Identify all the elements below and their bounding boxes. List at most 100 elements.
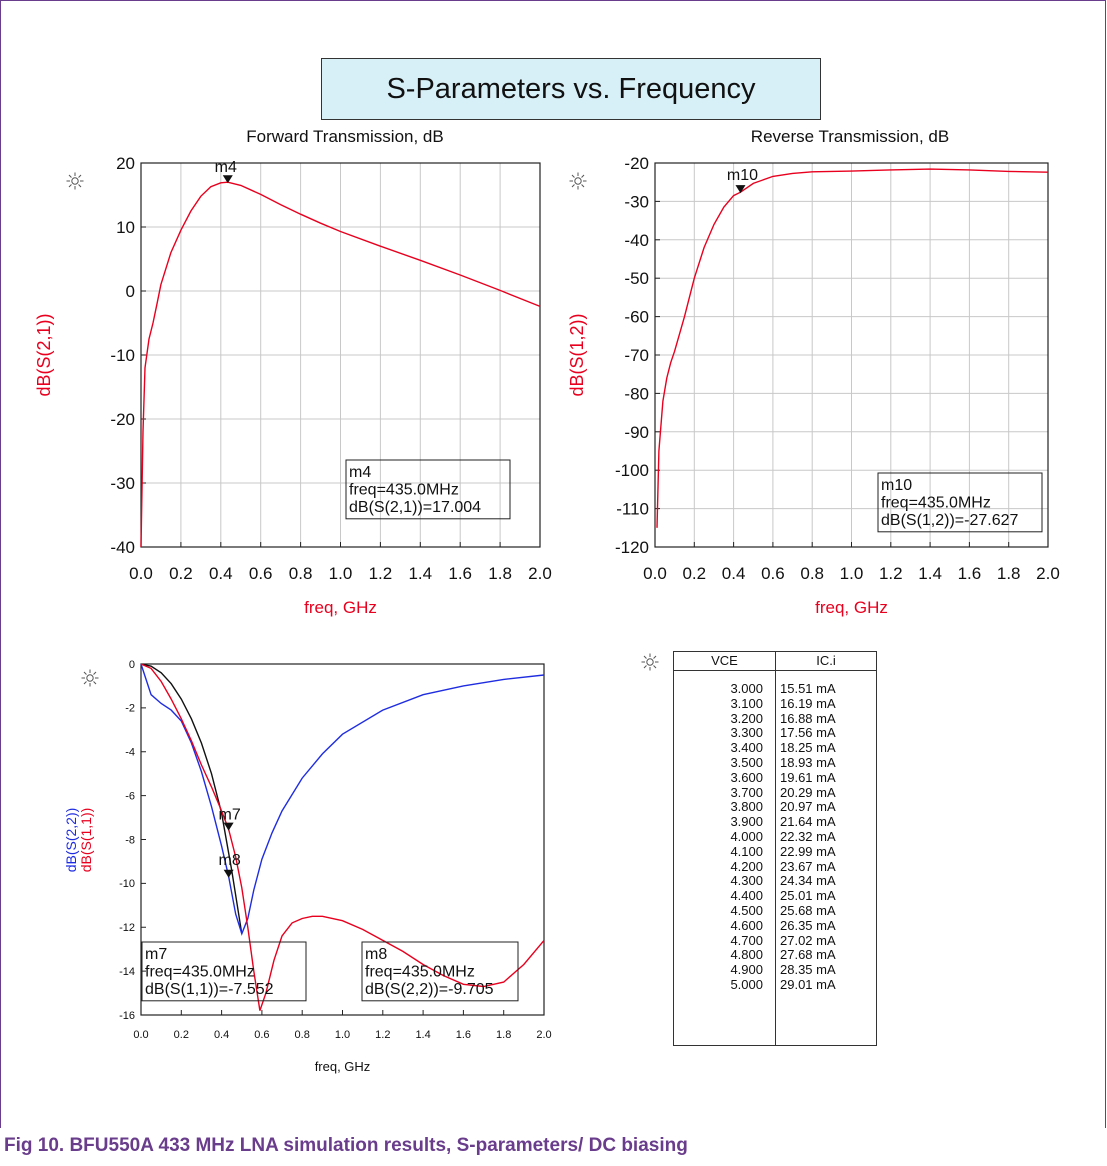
marker-triangle (223, 822, 234, 831)
y-tick-label: -10 (119, 878, 135, 890)
y-tick-label: -90 (624, 423, 649, 442)
marker-readout-m4 (345, 459, 511, 520)
y-tick-label: -30 (624, 192, 649, 211)
y-tick-label: -6 (125, 790, 135, 802)
table-row: 3.000 15.51 mA (674, 681, 876, 697)
y-tick-label: 0 (129, 659, 135, 671)
y-tick-label: -2 (125, 703, 135, 715)
ic-value: 29.01 mA (780, 976, 836, 992)
marker-readout-line: dB(S(2,2))=-9.705 (365, 981, 494, 998)
table-row: 4.900 28.35 mA (674, 962, 876, 978)
y-tick-label: 20 (116, 154, 135, 173)
x-tick-label: 0.0 (643, 564, 667, 583)
dc-bias-table: VCE IC.i 3.000 15.51 mA 3.100 16.19 mA 3.200… (673, 651, 877, 1046)
marker-label-m7: m7 (219, 807, 241, 824)
y-tick-label: -20 (110, 410, 135, 429)
vce-value: 4.900 (730, 962, 763, 978)
ic-value: 17.56 mA (780, 725, 836, 741)
table-row: 4.000 22.32 mA (674, 828, 876, 845)
ic-value: 18.93 mA (780, 754, 836, 770)
marker-readout-line: freq=435.0MHz (349, 482, 459, 499)
table-row: 3.800 20.97 mA (674, 800, 876, 815)
marker-readout-line: freq=435.0MHz (145, 964, 255, 981)
table-row: 3.500 18.93 mA (674, 754, 876, 771)
ic-value: 23.67 mA (780, 858, 836, 874)
marker-readout-m7 (141, 941, 307, 1002)
vce-value: 3.500 (730, 754, 763, 770)
vce-value: 4.200 (730, 858, 763, 874)
ic-value: 25.01 mA (780, 888, 836, 904)
x-tick-label: 0.2 (174, 1029, 189, 1041)
x-tick-label: 1.2 (375, 1029, 390, 1041)
marker-readout-line: m7 (145, 946, 167, 963)
x-tick-label: 0.6 (254, 1029, 269, 1041)
x-tick-label: 0.8 (289, 564, 313, 583)
vce-value: 3.900 (730, 814, 763, 830)
table-divider (775, 652, 776, 1045)
vce-value: 3.600 (730, 769, 763, 785)
x-tick-label: 1.8 (488, 564, 512, 583)
vce-value: 4.000 (730, 828, 763, 844)
ic-value: 21.64 mA (780, 814, 836, 830)
chart-title-forward: Forward Transmission, dB (246, 127, 444, 146)
figure-title: S-Parameters vs. Frequency (321, 58, 821, 120)
y-tick-label: -50 (624, 269, 649, 288)
x-tick-label: 0.8 (800, 564, 824, 583)
plot-frame (140, 663, 545, 1016)
column-header-vce: VCE (711, 653, 738, 668)
y-tick-label: -120 (615, 538, 649, 557)
x-tick-label: 1.6 (448, 564, 472, 583)
x-axis-label: freq, GHz (315, 1059, 371, 1074)
y-tick-label: -10 (110, 346, 135, 365)
vce-value: 4.700 (730, 932, 763, 948)
ic-value: 16.88 mA (780, 710, 836, 726)
table-row: 4.200 23.67 mA (674, 858, 876, 875)
x-tick-label: 2.0 (536, 1029, 551, 1041)
series-line-s21 (140, 181, 541, 548)
x-tick-label: 1.6 (456, 1029, 471, 1041)
x-tick-label: 1.6 (958, 564, 982, 583)
marker-triangle (223, 869, 234, 878)
y-tick-label: -12 (119, 922, 135, 934)
vce-value: 3.300 (730, 725, 763, 741)
figure-caption: Fig 10. BFU550A 433 MHz LNA simulation r… (4, 1135, 688, 1156)
ic-value: 24.34 mA (780, 873, 836, 889)
vce-value: 3.100 (730, 695, 763, 711)
sun-icon (81, 669, 99, 687)
y-tick-label: -16 (119, 1010, 135, 1022)
y-tick-label: -60 (624, 308, 649, 327)
sun-icon (641, 653, 659, 671)
vce-value: 4.400 (730, 888, 763, 904)
marker-readout-line: dB(S(2,1))=17.004 (349, 499, 481, 516)
x-tick-label: 1.2 (369, 564, 393, 583)
table-row: 3.400 18.25 mA (674, 740, 876, 756)
marker-readout-line: m8 (365, 946, 387, 963)
sun-icon (569, 172, 587, 190)
table-row: 4.600 26.35 mA (674, 918, 876, 934)
table-body: 3.000 15.51 mA 3.100 16.19 mA 3.200 16.88 mA 3… (674, 681, 876, 993)
y-axis-label-s11: dB(S(1,1)) (78, 808, 94, 873)
table-row: 3.300 17.56 mA (674, 726, 876, 741)
vce-value: 3.000 (730, 681, 763, 696)
y-tick-label: -110 (616, 500, 649, 519)
ic-value: 16.19 mA (780, 695, 836, 711)
series-line-s22 (140, 663, 545, 936)
vce-value: 3.400 (730, 740, 763, 756)
x-tick-label: 0.6 (761, 564, 785, 583)
vce-value: 4.500 (730, 902, 763, 918)
ic-value: 20.97 mA (780, 799, 836, 815)
x-tick-label: 0.8 (295, 1029, 310, 1041)
y-tick-label: -8 (125, 834, 135, 846)
ic-value: 27.68 mA (780, 947, 836, 963)
marker-readout-line: freq=435.0MHz (881, 495, 991, 512)
y-axis-label: dB(S(2,1)) (34, 313, 54, 396)
y-axis-label-s22: dB(S(2,2)) (63, 808, 79, 873)
table-row: 5.000 29.01 mA (674, 976, 876, 993)
marker-readout-line: m10 (881, 477, 912, 494)
table-row: 3.200 16.88 mA (674, 710, 876, 727)
y-axis-label: dB(S(1,2)) (567, 313, 587, 396)
ic-value: 22.32 mA (780, 828, 836, 844)
table-row: 3.900 21.64 mA (674, 814, 876, 830)
ic-value: 19.61 mA (780, 769, 836, 785)
table-row: 4.800 27.68 mA (674, 948, 876, 963)
